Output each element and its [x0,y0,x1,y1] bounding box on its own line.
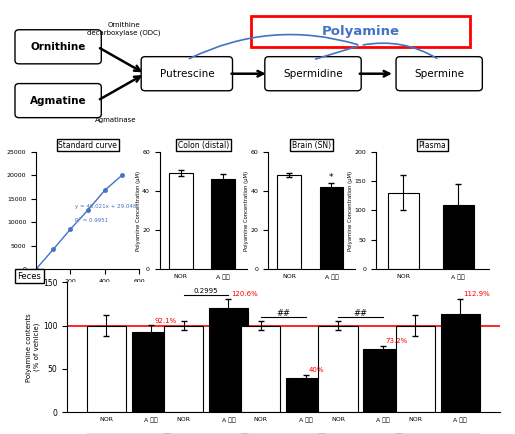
FancyBboxPatch shape [265,57,361,91]
Text: ##: ## [353,309,368,318]
Bar [211,179,235,269]
Y-axis label: Polyamine Concentration (μM): Polyamine Concentration (μM) [244,171,249,250]
Text: y = 40.021x + 29.048: y = 40.021x + 29.048 [75,204,136,209]
Bar [241,326,281,412]
Bar [319,187,344,269]
Text: ##: ## [276,309,290,318]
Bar [318,326,358,412]
Text: 40%: 40% [308,367,324,373]
Text: 92.1%: 92.1% [154,318,176,324]
FancyBboxPatch shape [15,84,101,118]
Bar [286,378,325,412]
Text: Putrescine: Putrescine [160,69,214,79]
Title: Colon (distal): Colon (distal) [178,141,229,150]
FancyBboxPatch shape [396,57,483,91]
Title: Standard curve: Standard curve [58,141,117,150]
Bar [164,326,203,412]
Text: Agmatine: Agmatine [30,95,87,105]
Bar [277,175,301,269]
Bar [131,332,171,412]
Text: Ornithine: Ornithine [30,42,86,52]
Bar [87,326,126,412]
FancyBboxPatch shape [15,30,101,64]
Text: Agmatinase: Agmatinase [95,117,137,123]
Text: 73.2%: 73.2% [386,339,408,345]
Bar [363,349,403,412]
Y-axis label: Polyamine Concentration (μM): Polyamine Concentration (μM) [348,171,353,250]
Bar [169,173,193,269]
Text: Polyamine: Polyamine [321,25,400,38]
Text: R² = 0.9951: R² = 0.9951 [75,218,109,223]
Text: Spermidine: Spermidine [283,69,343,79]
Text: 120.6%: 120.6% [231,291,258,297]
Title: Plasma: Plasma [419,141,447,150]
Text: Spermine: Spermine [414,69,464,79]
Text: *: * [329,173,334,182]
Text: Ornithine
decarboxylase (ODC): Ornithine decarboxylase (ODC) [87,22,161,36]
Bar [443,204,474,269]
Y-axis label: Polyamine Concentration (μM): Polyamine Concentration (μM) [135,171,141,250]
Bar [440,314,480,412]
Bar [396,326,435,412]
Title: Brain (SN): Brain (SN) [292,141,331,150]
Y-axis label: Polyamine contents
(% of vehicle): Polyamine contents (% of vehicle) [26,313,40,381]
Text: 112.9%: 112.9% [463,291,490,297]
Text: 0.2995: 0.2995 [194,288,218,294]
Text: Feces: Feces [17,272,41,281]
FancyBboxPatch shape [141,57,232,91]
FancyBboxPatch shape [251,16,470,47]
Bar [388,193,419,269]
Bar [209,308,248,412]
